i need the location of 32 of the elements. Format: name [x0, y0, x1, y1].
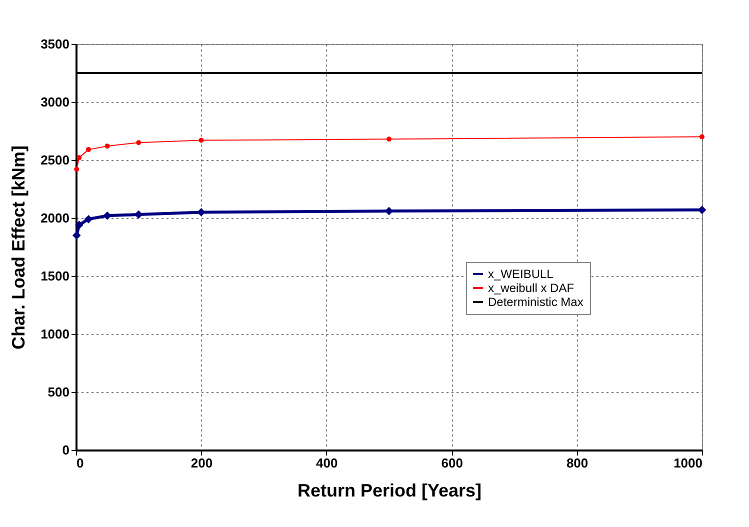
- y-tick-label: 3000: [40, 94, 70, 110]
- point: [136, 140, 142, 146]
- y-tick-label: 500: [48, 384, 70, 400]
- point: [84, 214, 93, 224]
- point: [86, 147, 92, 152]
- y-tick-label: 0: [62, 442, 70, 458]
- x-tick-label: 400: [316, 456, 338, 470]
- point: [103, 211, 112, 220]
- point: [104, 144, 110, 149]
- x-tick-label: 600: [441, 456, 463, 470]
- legend-label: Deterministic Max: [488, 295, 584, 309]
- point: [72, 231, 81, 240]
- y-tick-label: 2500: [40, 152, 70, 168]
- point: [700, 134, 704, 140]
- y-axis-title: Char. Load Effect [kNm]: [8, 145, 29, 350]
- point: [74, 166, 80, 172]
- y-tick-label: 3500: [40, 36, 70, 52]
- x-tick-label: 1000: [674, 456, 702, 470]
- y-tick-label: 2000: [40, 210, 70, 226]
- x-tick-label: 0: [76, 456, 84, 470]
- legend-label: x_WEIBULL: [488, 267, 554, 281]
- point: [74, 220, 84, 230]
- point: [76, 155, 82, 160]
- x-axis-title: Return Period [Years]: [297, 480, 482, 500]
- legend-label: x_weibull x DAF: [488, 281, 574, 295]
- x-tick-label: 200: [190, 456, 213, 470]
- y-tick-label: 1000: [40, 326, 70, 342]
- point: [198, 138, 204, 143]
- y-tick-label: 1500: [40, 268, 70, 284]
- point: [386, 136, 392, 142]
- point: [197, 208, 206, 216]
- x-tick-label: 800: [566, 456, 588, 470]
